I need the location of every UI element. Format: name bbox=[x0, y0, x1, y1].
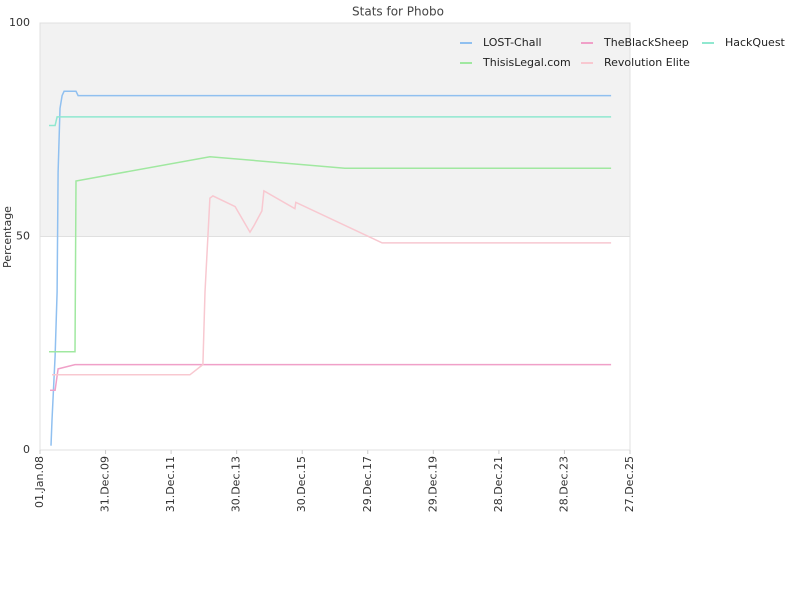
legend: LOST-Chall TheBlackSheep HackQuest ThisisLe… bbox=[460, 36, 786, 69]
y-tick-label: 0 bbox=[23, 443, 30, 456]
data-line bbox=[50, 90, 612, 446]
x-tick-label: 01.Jan.08 bbox=[33, 456, 46, 508]
legend-label: HackQuest bbox=[725, 36, 786, 49]
x-tick-label: 30.Dec.13 bbox=[230, 456, 243, 512]
legend-label: Revolution Elite bbox=[604, 56, 690, 69]
legend-label: LOST-Chall bbox=[483, 36, 542, 49]
x-tick-label: 29.Dec.19 bbox=[426, 456, 439, 512]
x-tick-label: 27.Dec.25 bbox=[623, 456, 636, 512]
x-tick-label: 28.Dec.21 bbox=[492, 456, 505, 512]
y-axis-label: Percentage bbox=[1, 206, 14, 268]
data-line bbox=[50, 363, 612, 391]
x-tick-label: 29.Dec.17 bbox=[361, 456, 374, 512]
chart-title: Stats for Phobo bbox=[352, 5, 444, 19]
x-tick-label: 31.Dec.09 bbox=[99, 456, 112, 512]
y-tick-label: 50 bbox=[16, 230, 30, 243]
x-tick-label: 30.Dec.15 bbox=[295, 456, 308, 512]
data-line bbox=[52, 189, 612, 376]
y-tick-label: 100 bbox=[9, 16, 30, 29]
data-line bbox=[49, 155, 612, 353]
legend-label: ThisisLegal.com bbox=[482, 56, 571, 69]
x-tick-label: 28.Dec.23 bbox=[557, 456, 570, 512]
data-line bbox=[49, 116, 612, 127]
plot-band bbox=[40, 236, 630, 450]
legend-label: TheBlackSheep bbox=[603, 36, 689, 49]
x-tick-label: 31.Dec.11 bbox=[164, 456, 177, 512]
plot-band bbox=[40, 23, 630, 237]
